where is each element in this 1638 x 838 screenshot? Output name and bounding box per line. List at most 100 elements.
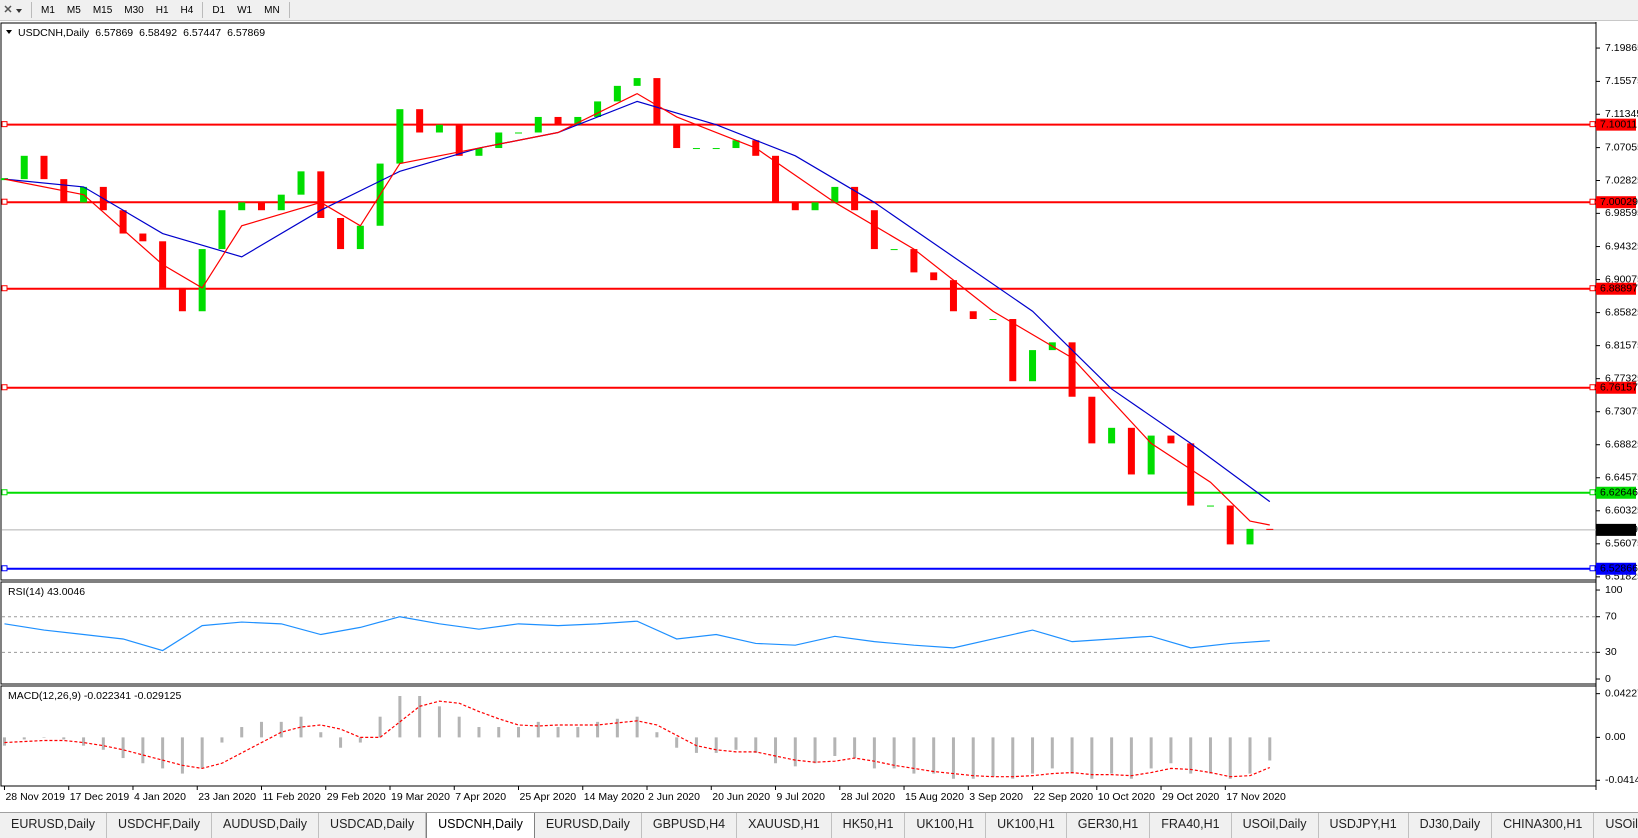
timeframe-button[interactable]: M15 xyxy=(92,4,113,16)
timeframe-button[interactable]: H4 xyxy=(180,4,194,16)
timeframe-button[interactable]: H1 xyxy=(155,4,169,16)
chart-tab[interactable]: USDCAD,Daily xyxy=(319,813,427,838)
candle xyxy=(811,202,819,211)
macd-histogram-bar xyxy=(62,737,66,740)
macd-histogram-bar xyxy=(319,732,323,738)
x-tick-label: 9 Jul 2020 xyxy=(777,791,826,803)
chart-tab[interactable]: EURUSD,Daily xyxy=(535,813,642,838)
y-tick-label: 30 xyxy=(1605,646,1617,658)
y-tick-label: 6.64575 xyxy=(1605,472,1638,484)
level-anchor xyxy=(1,121,8,128)
chart-tab[interactable]: EURUSD,Daily xyxy=(0,813,108,838)
candle xyxy=(1226,505,1234,545)
chart-tab[interactable]: HK50,H1 xyxy=(832,813,906,838)
candle xyxy=(1167,435,1175,444)
y-tick-label: -0.04148 xyxy=(1605,774,1638,786)
y-tick-label: 6.94325 xyxy=(1605,240,1638,252)
y-tick-label: 7.02825 xyxy=(1605,174,1638,186)
chart-tab[interactable]: AUDUSD,Daily xyxy=(212,813,320,838)
candle xyxy=(969,311,977,320)
candle xyxy=(297,171,305,195)
timeframe-button[interactable]: M5 xyxy=(66,4,81,16)
macd-histogram-bar xyxy=(734,737,738,750)
macd-histogram-bar xyxy=(1169,737,1173,764)
macd-histogram-bar xyxy=(1070,737,1074,774)
candle xyxy=(791,202,799,211)
timeframe-button[interactable]: W1 xyxy=(237,4,253,16)
x-tick-label: 15 Aug 2020 xyxy=(905,791,964,803)
level-label: 6.52866 xyxy=(1600,563,1638,575)
macd-histogram-bar xyxy=(1129,737,1133,779)
chart-tab[interactable]: USDCHF,Daily xyxy=(107,813,212,838)
macd-histogram-bar xyxy=(220,737,224,743)
x-tick-label: 14 May 2020 xyxy=(584,791,645,803)
y-tick-label: 6.90075 xyxy=(1605,273,1638,285)
candle xyxy=(1108,427,1116,444)
x-tick-label: 2 Jun 2020 xyxy=(648,791,700,803)
macd-histogram-bar xyxy=(833,737,837,756)
chart-tab[interactable]: GBPUSD,H4 xyxy=(642,813,738,838)
level-anchor xyxy=(1589,121,1596,128)
chart-background xyxy=(0,21,1638,812)
chart-tab[interactable]: CHINA300,H1 xyxy=(1492,813,1595,838)
macd-histogram-bar xyxy=(477,727,481,738)
chart-tab[interactable]: FRA40,H1 xyxy=(1150,813,1232,838)
current-price-box xyxy=(1596,523,1636,536)
chart-tab[interactable]: USOil,Daily xyxy=(1232,813,1319,838)
chart-tab[interactable]: USDJPY,H1 xyxy=(1319,813,1409,838)
candle xyxy=(653,78,661,125)
macd-histogram-bar xyxy=(437,706,441,738)
candle xyxy=(910,249,918,273)
chart-tab[interactable]: USOil,H1 xyxy=(1594,813,1638,838)
y-tick-label: 6.68825 xyxy=(1605,439,1638,451)
x-tick-label: 25 Apr 2020 xyxy=(520,791,577,803)
timeframe-button[interactable]: M1 xyxy=(41,4,55,16)
header-value: 6.58492 xyxy=(139,27,177,39)
chart-tab[interactable]: GER30,H1 xyxy=(1067,813,1151,838)
candle xyxy=(1266,528,1274,530)
indicator-title: RSI(14) 43.0046 xyxy=(8,586,85,598)
macd-histogram-bar xyxy=(2,737,6,746)
macd-histogram-bar xyxy=(339,737,343,748)
candle xyxy=(139,233,147,242)
y-tick-label: 6.73075 xyxy=(1605,405,1638,417)
macd-histogram-bar xyxy=(951,737,955,779)
level-anchor xyxy=(1589,565,1596,572)
macd-histogram-bar xyxy=(1031,737,1035,774)
macd-histogram-bar xyxy=(596,721,600,738)
x-tick-label: 19 Mar 2020 xyxy=(391,791,450,803)
x-tick-label: 22 Sep 2020 xyxy=(1034,791,1094,803)
moving-average xyxy=(4,92,1270,526)
macd-histogram-bar xyxy=(299,716,303,738)
y-tick-label: 6.81575 xyxy=(1605,339,1638,351)
y-tick-label: 0.00 xyxy=(1605,731,1626,743)
chart-tab[interactable]: XAUUSD,H1 xyxy=(737,813,832,838)
current-price-label: 6.57869 xyxy=(1600,524,1638,536)
x-tick-label: 17 Nov 2020 xyxy=(1226,791,1286,803)
y-tick-label: 6.77325 xyxy=(1605,372,1638,384)
separator xyxy=(202,2,204,18)
header-value: 6.57447 xyxy=(183,27,221,39)
candle xyxy=(416,109,424,133)
timeframe-button[interactable]: D1 xyxy=(212,4,226,16)
macd-histogram-bar xyxy=(714,737,718,753)
y-tick-label: 100 xyxy=(1605,584,1623,596)
timeframe-button[interactable]: M30 xyxy=(124,4,144,16)
y-tick-label: 7.15575 xyxy=(1605,75,1638,87)
candle xyxy=(337,217,345,250)
macd-histogram-bar xyxy=(82,737,86,746)
macd-histogram-bar xyxy=(398,696,402,738)
candle xyxy=(989,319,997,321)
candle xyxy=(475,148,483,156)
macd-histogram-bar xyxy=(497,727,501,738)
timeframe-button[interactable]: MN xyxy=(264,4,280,16)
chart-tab[interactable]: USDCNH,Daily xyxy=(426,813,535,838)
chart-tab[interactable]: DJ30,Daily xyxy=(1409,813,1493,838)
chart-tab[interactable]: UK100,H1 xyxy=(905,813,987,838)
chart-window: 7.19865 7.15575 7.11345 7.07055 7.02825 6.985… xyxy=(0,21,1638,812)
chart-tab[interactable]: UK100,H1 xyxy=(986,813,1067,838)
y-tick-label: 7.19865 xyxy=(1605,42,1638,54)
level-label-box xyxy=(1596,562,1636,575)
panel-border xyxy=(0,685,1597,787)
